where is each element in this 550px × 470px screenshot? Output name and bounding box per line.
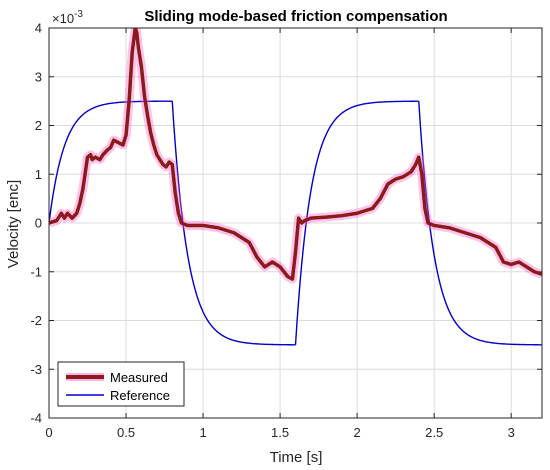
y-exponent-power: -3 bbox=[74, 9, 83, 20]
legend-box bbox=[57, 361, 185, 407]
y-tick-label: 3 bbox=[35, 69, 42, 84]
x-axis-label: Time [s] bbox=[270, 449, 323, 466]
legend-reference-label: Reference bbox=[110, 388, 170, 403]
reference-series-line bbox=[49, 100, 542, 346]
y-axis-ticks: -4 -3 -2 -1 0 1 2 3 4 bbox=[30, 21, 542, 426]
chart-title: Sliding mode-based friction compensation bbox=[144, 8, 447, 25]
x-tick-label: 1 bbox=[199, 425, 206, 440]
legend: Measured Reference bbox=[57, 361, 185, 407]
x-tick-label: 2.5 bbox=[425, 425, 443, 440]
y-tick-label: 0 bbox=[35, 216, 42, 231]
x-tick-label: 1.5 bbox=[271, 425, 289, 440]
x-tick-label: 2 bbox=[354, 425, 361, 440]
y-axis-label: Velocity [enc] bbox=[5, 180, 22, 268]
y-exponent-label: ×10-3 bbox=[52, 9, 83, 26]
y-tick-label: -4 bbox=[30, 411, 42, 426]
x-tick-label: 0.5 bbox=[117, 425, 135, 440]
y-tick-label: 2 bbox=[35, 118, 42, 133]
plot-border bbox=[48, 27, 543, 419]
y-tick-label: -3 bbox=[30, 362, 42, 377]
y-tick-label: -2 bbox=[30, 313, 42, 328]
x-tick-label: 3 bbox=[508, 425, 515, 440]
legend-measured-label: Measured bbox=[110, 370, 168, 385]
y-tick-label: 4 bbox=[35, 21, 42, 36]
y-tick-label: -1 bbox=[30, 264, 42, 279]
measured-series-line bbox=[49, 28, 542, 281]
series-group bbox=[49, 28, 542, 346]
y-tick-label: 1 bbox=[35, 167, 42, 182]
x-tick-label: 0 bbox=[45, 425, 52, 440]
